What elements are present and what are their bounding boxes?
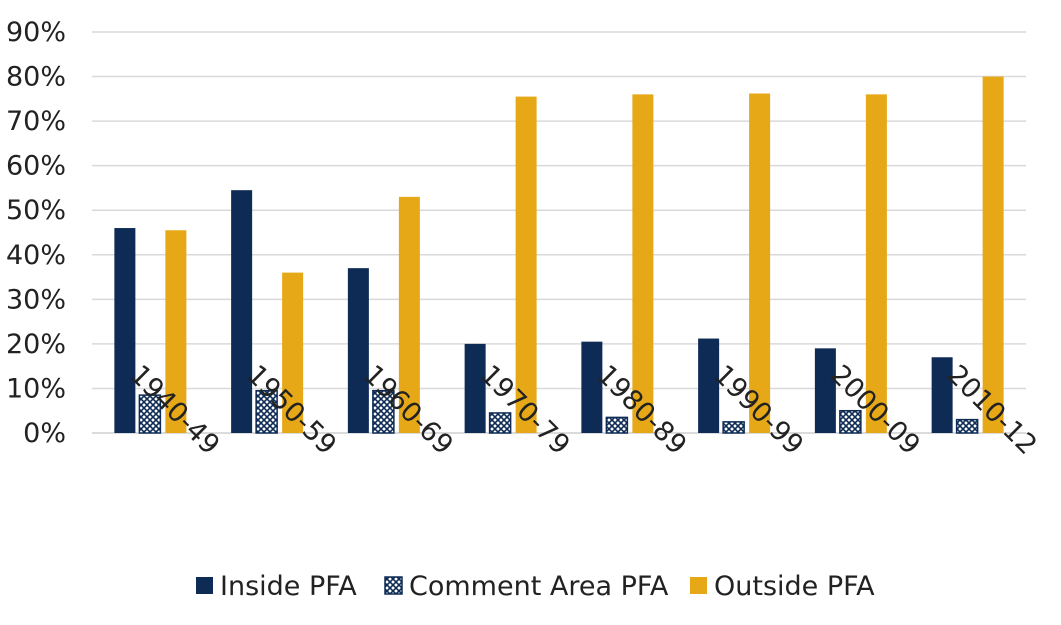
bar-outside-pfa-2010-12 [982,76,1004,434]
legend-label: Inside PFA [220,571,357,602]
bars [114,76,1004,434]
y-tick-label: 50% [6,195,66,226]
bar-comment-area-pfa-1980-89 [605,416,629,434]
bar-inside-pfa-1960-69 [347,268,369,433]
legend-swatch-inside-pfa [196,577,213,594]
bar-outside-pfa-1950-59 [282,272,304,433]
bar-inside-pfa-1940-49 [114,228,136,433]
legend-swatch-comment-area-pfa [384,576,403,595]
legend-label: Comment Area PFA [409,571,669,602]
y-tick-label: 10% [6,373,66,404]
bar-outside-pfa-1970-79 [515,96,537,433]
bar-inside-pfa-2000-09 [814,348,836,433]
bar-comment-area-pfa-1950-59 [255,389,278,434]
bar-inside-pfa-1980-89 [581,341,603,433]
legend-label: Outside PFA [714,571,875,602]
y-tick-label: 20% [6,329,66,360]
bar-inside-pfa-1990-99 [698,338,720,433]
bar-comment-area-pfa-1990-99 [722,421,745,434]
bar-outside-pfa-2000-09 [865,94,887,433]
y-tick-label: 60% [6,151,66,182]
bar-comment-area-pfa-1960-69 [372,389,395,434]
y-tick-label: 30% [6,284,66,315]
y-axis-ticks: 0% 10% 20% 30% 40% 50% 60% 70% 80% 90% [6,17,66,449]
y-tick-label: 0% [23,418,66,449]
y-tick-label: 90% [6,17,66,48]
y-tick-label: 80% [6,62,66,93]
bar-inside-pfa-1950-59 [231,190,253,433]
bar-inside-pfa-2010-12 [931,357,953,433]
bar-comment-area-pfa-1970-79 [488,412,512,434]
bar-outside-pfa-1990-99 [749,93,771,433]
legend-swatch-outside-pfa [690,577,707,594]
y-tick-label: 70% [6,106,66,137]
bar-comment-area-pfa-2010-12 [955,418,979,434]
y-tick-label: 40% [6,240,66,271]
bar-outside-pfa-1940-49 [165,230,187,433]
legend: Inside PFA Comment Area PFA Outside PFA [196,571,875,602]
bar-comment-area-pfa-2000-09 [839,409,862,434]
bar-outside-pfa-1980-89 [632,94,654,433]
bar-comment-area-pfa-1940-49 [138,394,162,434]
bar-outside-pfa-1960-69 [398,196,420,433]
bar-inside-pfa-1970-79 [464,343,486,433]
